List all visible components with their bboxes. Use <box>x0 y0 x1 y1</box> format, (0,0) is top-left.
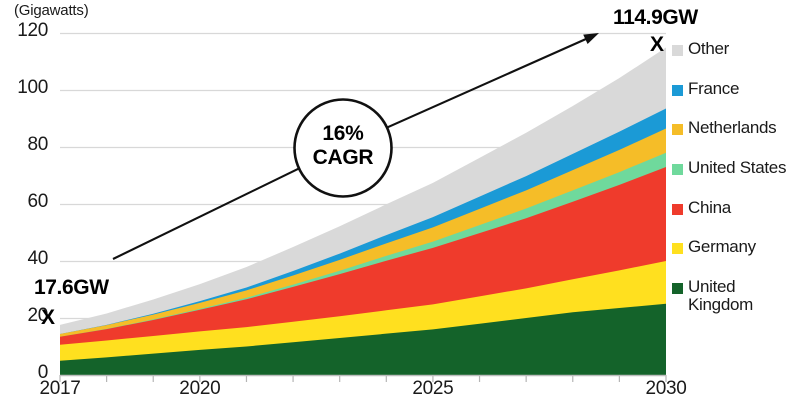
legend-item[interactable]: Netherlands <box>672 119 800 137</box>
start-value-callout: 17.6GW <box>34 276 109 299</box>
end-value-callout: 114.9GW <box>613 6 698 29</box>
y-axis-tick-label: 100 <box>17 77 48 98</box>
start-value-marker: X <box>41 306 56 329</box>
legend-item-label: Netherlands <box>688 118 777 138</box>
end-value-marker: X <box>650 33 665 56</box>
legend-swatch-icon <box>672 243 683 255</box>
cagr-label: CAGR <box>312 145 374 169</box>
legend-item-label: Germany <box>688 237 756 257</box>
y-axis-tick-label: 0 <box>37 362 49 383</box>
cagr-annotation-text: 16% CAGR <box>288 122 398 169</box>
cagr-arrow-upper-segment <box>386 36 590 129</box>
y-axis-tick-label: 60 <box>27 191 48 212</box>
legend-swatch-icon <box>672 283 683 295</box>
legend-swatch-icon <box>672 84 683 96</box>
legend-item-label: United Kingdom <box>688 277 753 314</box>
y-axis-tick-label: 40 <box>27 248 48 269</box>
cagr-arrow-lower-segment <box>112 167 300 260</box>
legend-item[interactable]: United Kingdom <box>672 278 800 313</box>
cagr-arrow-annotation <box>112 33 599 260</box>
legend-swatch-icon <box>672 45 683 56</box>
legend-item-label: Other <box>688 39 730 58</box>
legend-item[interactable]: Germany <box>672 238 800 256</box>
y-axis-tick-label: 20 <box>27 305 48 326</box>
legend-item-label: China <box>688 197 731 217</box>
area-band-united-kingdom <box>60 303 666 375</box>
cagr-arrow-head <box>583 33 599 45</box>
x-axis-tick-label: 2030 <box>645 378 687 399</box>
legend-swatch-icon <box>672 164 683 176</box>
chart-legend: Other France Netherlands United States China… <box>672 40 800 335</box>
y-axis-unit-label: (Gigawatts) <box>14 2 89 19</box>
y-axis-tick-label: 120 <box>17 20 48 41</box>
legend-item[interactable]: United States <box>672 159 800 177</box>
legend-item-label: France <box>688 78 740 98</box>
y-axis-tick-label: 80 <box>27 134 48 155</box>
legend-item[interactable]: Other <box>672 40 800 58</box>
legend-item[interactable]: China <box>672 199 800 217</box>
cagr-percent: 16% <box>322 122 364 145</box>
x-axis-tick-label: 2017 <box>39 378 81 399</box>
x-axis-tick-label: 2025 <box>412 378 454 399</box>
legend-swatch-icon <box>672 203 683 215</box>
area-series <box>60 47 666 376</box>
legend-swatch-icon <box>672 124 683 136</box>
legend-item[interactable]: France <box>672 78 800 98</box>
x-axis-tick-label: 2020 <box>179 378 221 399</box>
legend-item-label: United States <box>688 158 787 178</box>
